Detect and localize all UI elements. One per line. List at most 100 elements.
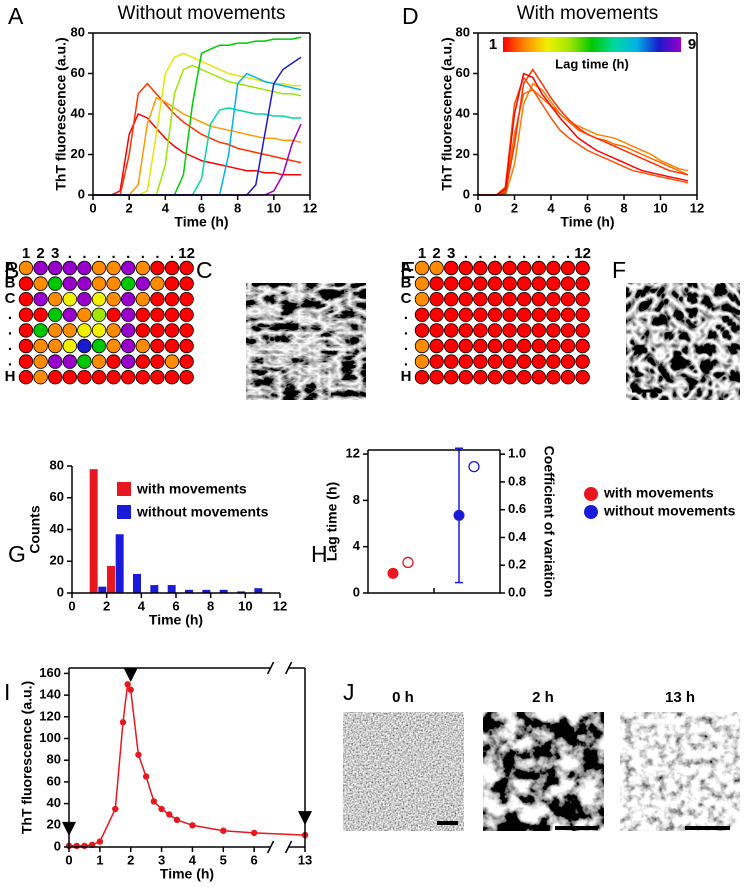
legend-swatch bbox=[117, 482, 131, 496]
data-line bbox=[478, 88, 689, 196]
well bbox=[48, 338, 63, 354]
well bbox=[560, 307, 576, 323]
well bbox=[135, 354, 151, 369]
well bbox=[444, 370, 459, 385]
well bbox=[575, 323, 590, 338]
plate-column-label: . bbox=[155, 245, 159, 262]
data-line bbox=[69, 681, 306, 847]
well bbox=[546, 307, 561, 323]
axis-break bbox=[266, 840, 275, 854]
plate-row-label: C bbox=[5, 290, 16, 307]
x-tick-label: 0 bbox=[474, 200, 481, 215]
data-point bbox=[150, 798, 158, 805]
well bbox=[487, 338, 503, 354]
well bbox=[33, 307, 48, 323]
well bbox=[444, 354, 459, 369]
plate-row-label: . bbox=[404, 306, 408, 323]
well bbox=[429, 276, 444, 291]
well bbox=[150, 354, 165, 369]
well bbox=[560, 276, 576, 291]
well bbox=[179, 307, 194, 323]
panel-letter: E bbox=[400, 257, 415, 283]
well bbox=[33, 338, 48, 354]
well bbox=[120, 292, 136, 307]
well bbox=[150, 276, 165, 291]
well bbox=[473, 354, 488, 369]
well bbox=[33, 370, 48, 385]
well bbox=[575, 354, 590, 369]
data-point bbox=[124, 681, 131, 688]
well bbox=[458, 260, 474, 276]
well bbox=[517, 338, 532, 354]
plate-column-label: . bbox=[68, 245, 72, 262]
y-tick-label: 0 bbox=[353, 584, 360, 599]
well bbox=[546, 276, 561, 291]
well bbox=[18, 370, 34, 385]
panel-letter: B bbox=[4, 257, 19, 283]
micrograph-label: 2 h bbox=[532, 689, 554, 706]
plate-column-label: 12 bbox=[178, 245, 195, 262]
y-tick-label: 140 bbox=[39, 687, 61, 702]
well bbox=[502, 276, 517, 291]
micrograph-label: 13 h bbox=[665, 689, 695, 706]
well bbox=[106, 323, 121, 338]
well bbox=[91, 338, 107, 354]
x-tick-label: 13 bbox=[298, 852, 312, 867]
well bbox=[487, 307, 503, 323]
y-tick-label: 20 bbox=[47, 817, 61, 832]
well bbox=[487, 276, 503, 291]
colorbar-tick-label: 1 bbox=[489, 36, 497, 53]
y2-tick-label: 0.6 bbox=[508, 501, 526, 516]
well bbox=[62, 338, 78, 354]
well bbox=[33, 260, 48, 276]
well bbox=[473, 276, 488, 291]
well bbox=[546, 370, 561, 385]
x-tick-label: 6 bbox=[251, 852, 258, 867]
well bbox=[150, 370, 165, 385]
well bbox=[502, 354, 517, 369]
well bbox=[531, 292, 547, 307]
well bbox=[531, 338, 547, 354]
well bbox=[473, 338, 488, 354]
legend-marker bbox=[584, 487, 598, 501]
y-tick-label: 20 bbox=[71, 146, 85, 161]
x-axis-label: Time (h) bbox=[174, 214, 228, 230]
plate-row-label: A bbox=[5, 259, 16, 276]
well bbox=[517, 307, 532, 323]
plate-column-label: 1 bbox=[418, 245, 426, 262]
well bbox=[444, 276, 459, 291]
well bbox=[77, 323, 92, 338]
well bbox=[444, 292, 459, 307]
well bbox=[120, 370, 136, 385]
data-point bbox=[96, 838, 104, 845]
panel-letter: G bbox=[8, 541, 26, 567]
x-tick-label: 1 bbox=[96, 852, 103, 867]
cv-point bbox=[402, 556, 414, 569]
y2-tick-label: 0.8 bbox=[508, 473, 526, 488]
well bbox=[575, 276, 590, 291]
well bbox=[62, 307, 78, 323]
well bbox=[18, 354, 34, 369]
well bbox=[531, 260, 547, 276]
plate-row-label: C bbox=[401, 290, 412, 307]
well bbox=[164, 260, 180, 276]
well bbox=[77, 338, 92, 354]
y-axis-label: ThT fluorescence (a.u.) bbox=[53, 37, 69, 190]
plate-row-label: . bbox=[8, 321, 12, 338]
well bbox=[18, 307, 34, 323]
x-tick-label: 2 bbox=[103, 598, 110, 613]
legend-label: with movements bbox=[136, 481, 247, 497]
plate-column-label: . bbox=[537, 245, 541, 262]
well bbox=[502, 323, 517, 338]
panel-letter: I bbox=[4, 679, 10, 705]
bar bbox=[254, 588, 263, 593]
well bbox=[429, 323, 444, 338]
x-tick-label: 4 bbox=[547, 200, 555, 215]
well bbox=[135, 307, 151, 323]
well bbox=[135, 338, 151, 354]
bar bbox=[150, 585, 159, 593]
well bbox=[179, 260, 194, 276]
x-axis-label: Time (h) bbox=[149, 612, 203, 628]
y-tick-label: 0 bbox=[57, 584, 64, 599]
x-tick-label: 3 bbox=[158, 852, 165, 867]
